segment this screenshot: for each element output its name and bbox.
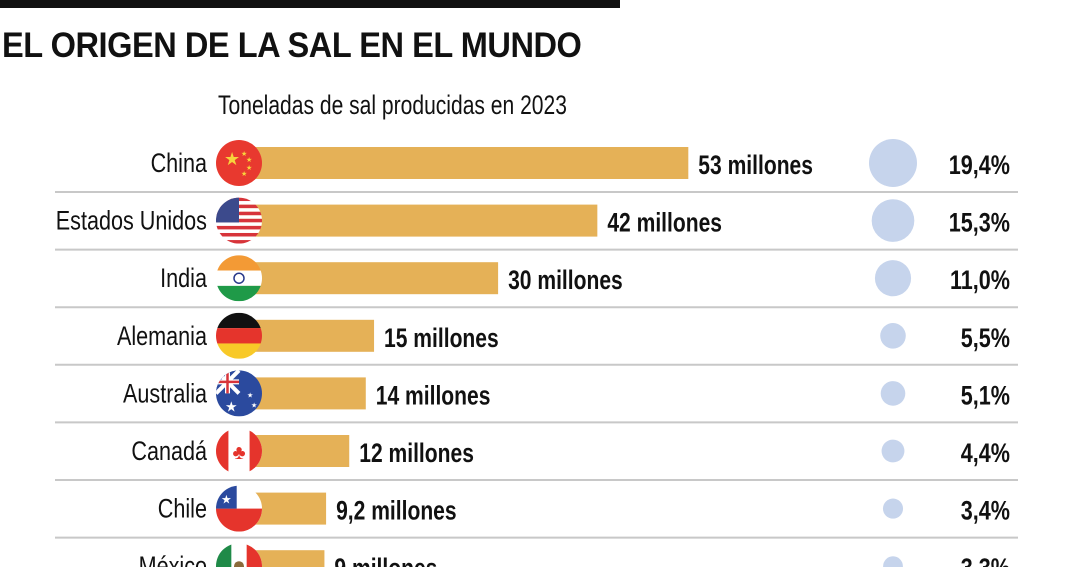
top-rule <box>0 0 620 8</box>
svg-text:★: ★ <box>241 170 247 178</box>
share-circle <box>880 381 906 406</box>
value-label: 14 millones <box>376 381 491 411</box>
value-label: 42 millones <box>607 208 722 238</box>
country-label: Australia <box>123 379 207 409</box>
svg-text:★: ★ <box>224 149 240 169</box>
share-label: 19,4% <box>949 151 1010 181</box>
value-label: 30 millones <box>508 266 623 296</box>
share-circle <box>874 260 912 297</box>
india-flag-icon <box>216 255 262 302</box>
value-label: 12 millones <box>359 439 474 469</box>
chart-subtitle: Toneladas de sal producidas en 2023 <box>218 90 567 120</box>
country-label: Alemania <box>117 322 207 352</box>
share-circle <box>883 556 903 567</box>
share-label: 5,1% <box>961 381 1010 411</box>
value-label: 9,2 millones <box>336 496 457 526</box>
country-label: Canadá <box>131 437 207 467</box>
svg-text:♣: ♣ <box>232 442 245 464</box>
value-label: 9 millones <box>334 554 437 567</box>
value-label: 15 millones <box>384 323 499 353</box>
share-label: 11,0% <box>950 266 1010 296</box>
country-label: Estados Unidos <box>56 206 207 236</box>
canada-flag-icon: ♣ <box>216 428 262 474</box>
bar <box>240 319 375 352</box>
row-3: Alemania 15 millones 5,5% <box>55 312 1018 366</box>
usa-flag-icon <box>216 197 262 244</box>
share-label: 3,4% <box>961 496 1010 526</box>
share-label: 4,4% <box>961 439 1010 469</box>
bar <box>240 262 499 295</box>
svg-text:★: ★ <box>251 401 257 409</box>
svg-text:★: ★ <box>225 398 238 414</box>
share-circle <box>882 498 904 519</box>
share-circle <box>880 323 906 349</box>
bar <box>240 204 598 237</box>
chart-title: EL ORIGEN DE LA SAL EN EL MUNDO <box>2 26 582 65</box>
value-label: 53 millones <box>698 151 813 181</box>
mexico-flag-icon <box>216 543 262 567</box>
svg-text:★: ★ <box>247 391 253 399</box>
row-5: Canadá ♣ 12 millones 4,4% <box>55 428 1018 481</box>
svg-text:★: ★ <box>221 493 232 507</box>
row-1: Estados Unidos 42 millones 15,3% <box>55 197 1018 251</box>
country-label: India <box>160 264 207 294</box>
share-label: 3,3% <box>961 554 1010 567</box>
china-flag-icon: ★ ★★★★ <box>216 140 262 186</box>
share-circle <box>871 199 915 242</box>
svg-text:★: ★ <box>241 150 247 158</box>
row-0: China ★ ★★★★ 53 millones 19,4% <box>55 138 1018 193</box>
bar <box>240 147 689 179</box>
row-7: México 9 millones 3,3% <box>139 543 1010 567</box>
australia-flag-icon: ★ ★ ★ <box>216 370 262 417</box>
svg-text:★: ★ <box>246 156 252 164</box>
chile-flag-icon: ★ <box>216 485 262 532</box>
germany-flag-icon <box>216 312 262 359</box>
row-6: Chile ★ 9,2 millones 3,4% <box>55 485 1018 539</box>
row-4: Australia ★ ★ ★ 14 millones 5,1% <box>55 370 1018 424</box>
country-label: China <box>151 149 208 179</box>
svg-text:★: ★ <box>246 164 252 172</box>
share-label: 5,5% <box>961 324 1010 354</box>
share-circle <box>868 138 918 188</box>
row-2: India 30 millones 11,0% <box>55 255 1018 309</box>
country-label: México <box>139 552 207 567</box>
country-label: Chile <box>158 494 207 524</box>
share-circle <box>881 439 905 463</box>
share-label: 15,3% <box>949 208 1010 238</box>
